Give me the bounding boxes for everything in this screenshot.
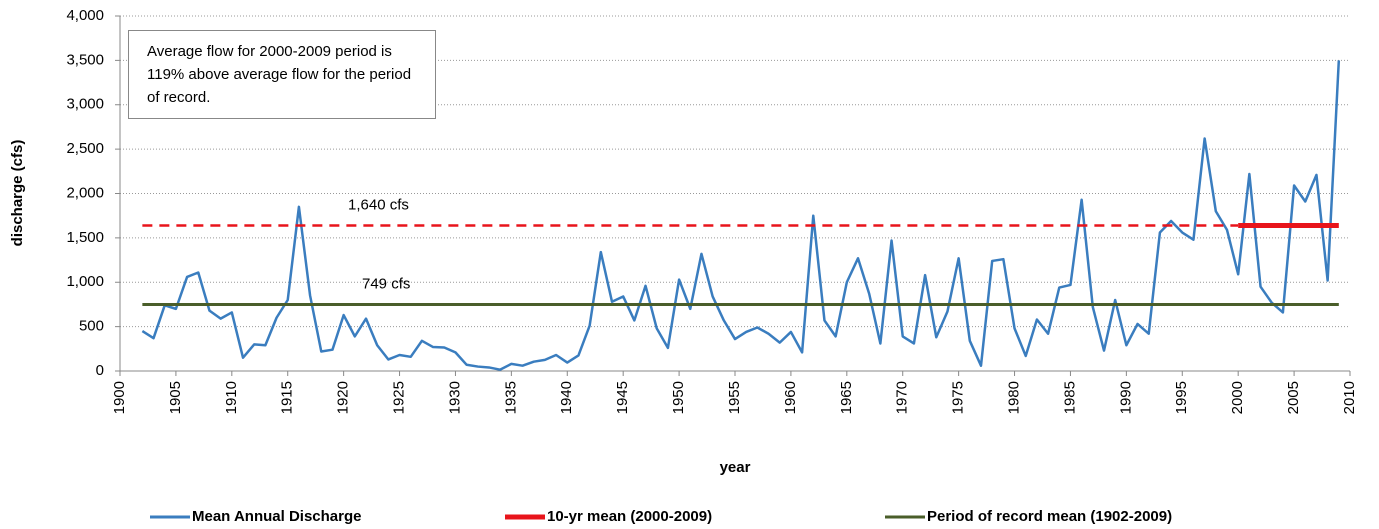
y-tick-label: 2,500 bbox=[66, 140, 104, 157]
x-tick-label: 1925 bbox=[391, 381, 408, 414]
x-tick-label: 1940 bbox=[558, 381, 575, 414]
x-tick-label: 1935 bbox=[502, 381, 519, 414]
x-tick-label: 1990 bbox=[1117, 381, 1134, 414]
x-tick-label: 1960 bbox=[782, 381, 799, 414]
x-tick-label: 1920 bbox=[335, 381, 352, 414]
x-axis-label: year bbox=[720, 459, 751, 476]
x-tick-label: 1965 bbox=[838, 381, 855, 414]
legend-label: Period of record mean (1902-2009) bbox=[927, 508, 1172, 525]
y-tick-label: 3,500 bbox=[66, 51, 104, 68]
x-tick-label: 2000 bbox=[1229, 381, 1246, 414]
x-tick-label: 1915 bbox=[279, 381, 296, 414]
y-tick-label: 500 bbox=[79, 318, 104, 335]
mean-label: 749 cfs bbox=[362, 275, 410, 292]
legend-label: Mean Annual Discharge bbox=[192, 508, 361, 525]
x-tick-label: 1930 bbox=[446, 381, 463, 414]
x-tick-label: 1970 bbox=[894, 381, 911, 414]
x-tick-label: 1910 bbox=[223, 381, 240, 414]
y-tick-label: 3,000 bbox=[66, 96, 104, 113]
y-tick-label: 1,500 bbox=[66, 229, 104, 246]
x-tick-label: 2010 bbox=[1341, 381, 1358, 414]
y-tick-label: 4,000 bbox=[66, 7, 104, 24]
x-tick-label: 2005 bbox=[1285, 381, 1302, 414]
x-tick-label: 1975 bbox=[950, 381, 967, 414]
x-tick-label: 1945 bbox=[614, 381, 631, 414]
y-tick-label: 1,000 bbox=[66, 273, 104, 290]
series-line bbox=[141, 60, 1341, 371]
x-tick-label: 1980 bbox=[1006, 381, 1023, 414]
x-tick-label: 1995 bbox=[1173, 381, 1190, 414]
legend-label: 10-yr mean (2000-2009) bbox=[547, 508, 712, 525]
x-tick-label: 1985 bbox=[1061, 381, 1078, 414]
x-tick-label: 1905 bbox=[167, 381, 184, 414]
x-tick-label: 1900 bbox=[111, 381, 128, 414]
x-tick-label: 1955 bbox=[726, 381, 743, 414]
y-tick-label: 0 bbox=[96, 362, 104, 379]
annotation-box: Average flow for 2000-2009 period is 119… bbox=[128, 30, 436, 119]
x-tick-label: 1950 bbox=[670, 381, 687, 414]
y-axis-label: discharge (cfs) bbox=[9, 140, 26, 247]
y-tick-label: 2,000 bbox=[66, 184, 104, 201]
mean-label: 1,640 cfs bbox=[348, 196, 409, 213]
